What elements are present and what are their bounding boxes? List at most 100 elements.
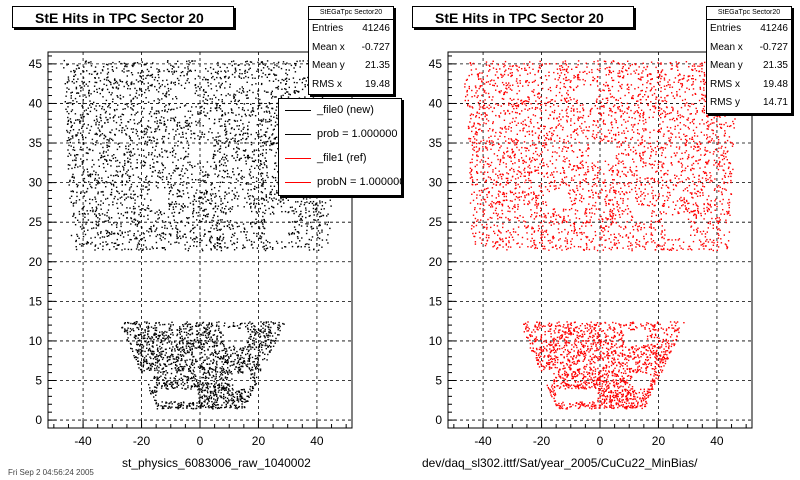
data-point <box>108 139 110 141</box>
data-point <box>238 390 240 393</box>
data-point <box>142 208 144 210</box>
data-point <box>275 78 277 80</box>
data-point <box>255 211 258 213</box>
data-point <box>202 166 204 168</box>
data-point <box>271 335 274 337</box>
data-point <box>95 109 98 112</box>
data-point <box>134 199 136 201</box>
data-point <box>167 407 170 409</box>
data-point <box>103 150 105 153</box>
data-point <box>272 322 274 324</box>
data-point <box>246 395 248 397</box>
data-point <box>248 355 251 357</box>
y-tick-label: 0 <box>35 413 42 427</box>
data-point <box>85 83 87 85</box>
data-point <box>193 237 195 240</box>
data-point <box>158 359 160 361</box>
data-point <box>215 401 218 403</box>
data-point <box>219 358 221 360</box>
data-point <box>233 197 236 199</box>
data-point <box>194 238 196 240</box>
data-point <box>214 385 216 388</box>
data-point <box>233 140 235 142</box>
data-point <box>190 407 193 410</box>
data-point <box>187 68 189 70</box>
data-point <box>81 80 83 83</box>
data-point <box>174 401 176 403</box>
data-point <box>292 77 295 79</box>
data-point <box>142 232 144 234</box>
data-point <box>170 329 172 331</box>
data-point <box>227 361 229 363</box>
data-point <box>208 405 210 407</box>
data-point <box>146 344 148 346</box>
data-point <box>113 197 115 200</box>
data-point <box>239 88 241 90</box>
data-point <box>204 196 206 198</box>
data-point <box>263 142 266 145</box>
data-point <box>220 211 223 213</box>
data-point <box>89 173 92 175</box>
data-point <box>148 228 151 230</box>
data-point <box>200 207 203 209</box>
data-point <box>235 178 238 180</box>
data-point <box>117 88 119 90</box>
data-point <box>232 322 235 324</box>
data-point <box>91 241 93 244</box>
data-point <box>146 75 148 77</box>
data-point <box>227 173 229 175</box>
data-point <box>146 326 148 328</box>
data-point <box>165 402 167 404</box>
data-point <box>199 380 201 383</box>
data-point <box>182 407 184 409</box>
data-point <box>265 121 267 123</box>
data-point <box>203 229 206 231</box>
data-point <box>209 386 211 388</box>
data-point <box>262 145 264 147</box>
data-point <box>199 111 201 114</box>
data-point <box>270 92 273 94</box>
data-point <box>196 333 199 336</box>
data-point <box>193 132 195 135</box>
data-point <box>159 237 161 240</box>
data-point <box>176 231 178 233</box>
data-point <box>131 348 133 350</box>
data-point <box>147 205 149 207</box>
data-point <box>119 94 122 97</box>
data-point <box>198 200 200 202</box>
data-point <box>145 179 147 181</box>
data-point <box>120 62 122 65</box>
data-point <box>269 331 272 333</box>
data-point <box>130 322 132 325</box>
data-point <box>126 329 129 331</box>
data-point <box>124 330 126 333</box>
data-point <box>204 91 206 93</box>
data-point <box>182 339 185 341</box>
data-point <box>215 404 217 407</box>
data-point <box>107 243 109 245</box>
data-point <box>153 386 156 388</box>
data-point <box>169 402 171 404</box>
data-point <box>170 177 172 180</box>
data-point <box>263 233 265 235</box>
data-point <box>185 183 188 185</box>
data-point <box>174 170 176 172</box>
data-point <box>144 186 147 188</box>
data-point <box>92 210 94 213</box>
data-point <box>189 323 192 325</box>
data-point <box>155 322 157 324</box>
data-point <box>136 350 139 352</box>
data-point <box>223 371 226 373</box>
data-point <box>142 365 144 367</box>
data-point <box>232 227 234 230</box>
data-point <box>221 340 223 342</box>
data-point <box>203 371 206 374</box>
data-point <box>220 70 222 73</box>
data-point <box>225 165 227 167</box>
data-point <box>163 124 165 126</box>
data-point <box>67 137 70 139</box>
data-point <box>251 77 254 79</box>
data-point <box>294 92 296 94</box>
data-point <box>130 128 133 130</box>
data-point <box>206 79 209 81</box>
